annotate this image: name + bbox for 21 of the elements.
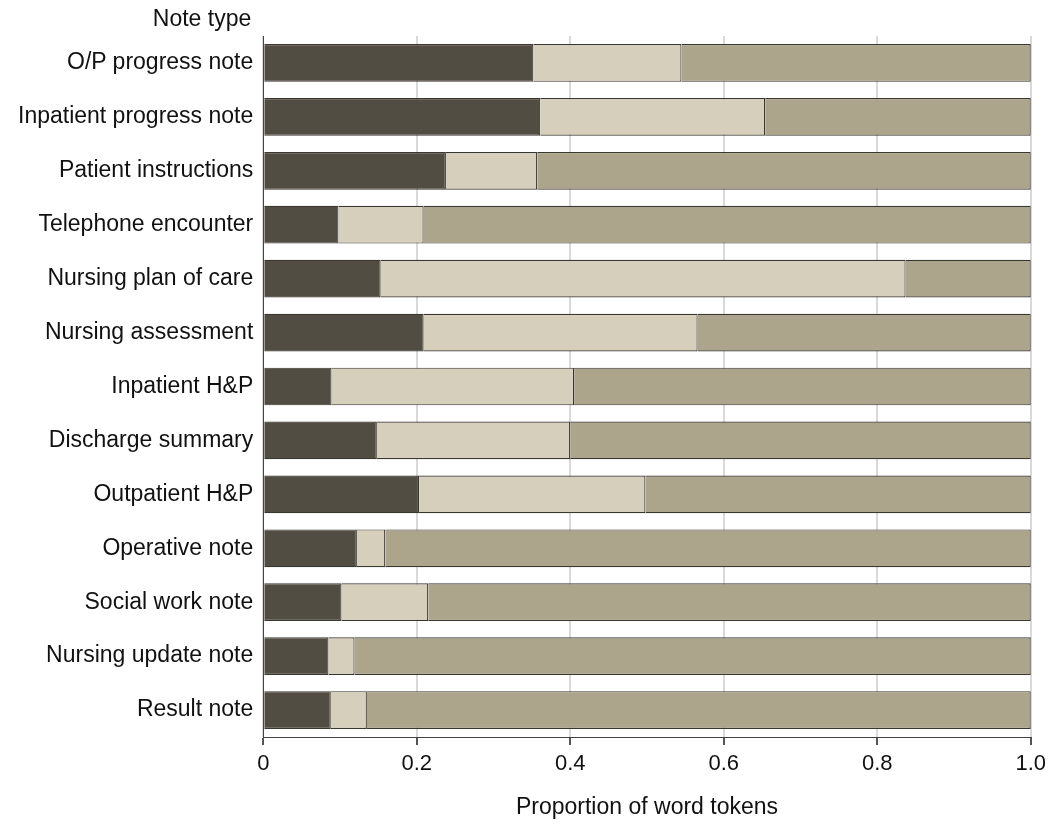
- y-tick-label: Discharge summary: [48, 425, 254, 452]
- x-tick-label: 0: [257, 750, 270, 776]
- y-tick-label: Inpatient progress note: [17, 102, 254, 129]
- y-tick-label: O/P progress note: [67, 48, 254, 75]
- x-axis-title: Proportion of word tokens: [515, 792, 779, 819]
- x-tick-label: 0.4: [554, 750, 586, 776]
- x-tick-label: 0.6: [708, 750, 740, 776]
- y-tick-label: Operative note: [102, 533, 254, 560]
- y-tick-label: Patient instructions: [58, 156, 254, 183]
- y-tick-label: Nursing update note: [46, 641, 254, 668]
- x-tick-label: 0.2: [401, 750, 433, 776]
- x-tick-label: 1.0: [1015, 750, 1047, 776]
- y-tick-label: Social work note: [84, 587, 254, 614]
- y-tick-label: Telephone encounter: [38, 210, 254, 237]
- x-tick-label: 0.8: [861, 750, 893, 776]
- y-tick-label: Nursing assessment: [44, 317, 254, 344]
- y-tick-label: Inpatient H&P: [111, 371, 254, 398]
- y-tick-label: Nursing plan of care: [47, 264, 254, 290]
- y-tick-label: Result note: [136, 695, 254, 722]
- y-tick-label: Outpatient H&P: [93, 479, 254, 506]
- y-axis-title: Note type: [152, 5, 252, 32]
